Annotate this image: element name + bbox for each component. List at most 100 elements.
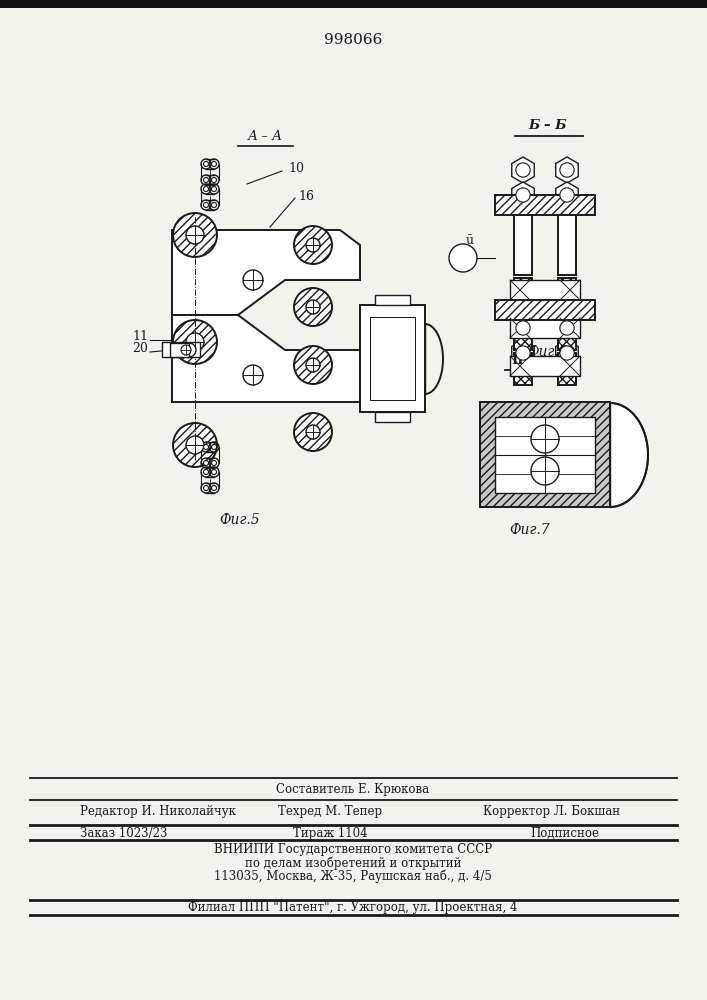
Circle shape bbox=[173, 423, 217, 467]
Circle shape bbox=[294, 413, 332, 451]
Circle shape bbox=[560, 321, 574, 335]
Circle shape bbox=[211, 161, 216, 166]
Text: А – А: А – А bbox=[247, 130, 283, 143]
Circle shape bbox=[204, 186, 209, 192]
Circle shape bbox=[204, 161, 209, 166]
Bar bbox=[558, 278, 576, 310]
Circle shape bbox=[516, 163, 530, 177]
Bar bbox=[558, 215, 576, 275]
Text: Фиг.7: Фиг.7 bbox=[510, 523, 550, 537]
Bar bbox=[510, 356, 580, 376]
Circle shape bbox=[294, 226, 332, 264]
Circle shape bbox=[516, 188, 530, 202]
Bar bbox=[510, 280, 580, 300]
Text: Редактор И. Николайчук: Редактор И. Николайчук bbox=[80, 806, 236, 818]
Circle shape bbox=[306, 358, 320, 372]
Bar bbox=[495, 417, 595, 493]
Text: Фиг.6: Фиг.6 bbox=[527, 345, 568, 359]
Text: Техред М. Тепер: Техред М. Тепер bbox=[278, 806, 382, 818]
Circle shape bbox=[186, 436, 204, 454]
Polygon shape bbox=[512, 315, 534, 341]
Bar bbox=[514, 318, 532, 350]
Circle shape bbox=[211, 460, 216, 466]
Circle shape bbox=[204, 202, 209, 208]
Circle shape bbox=[204, 460, 209, 466]
Circle shape bbox=[531, 425, 559, 453]
Circle shape bbox=[306, 425, 320, 439]
Bar bbox=[558, 318, 576, 350]
Circle shape bbox=[204, 470, 209, 475]
Text: II: II bbox=[512, 354, 525, 367]
Text: 998066: 998066 bbox=[324, 33, 382, 47]
Text: Тираж 1104: Тираж 1104 bbox=[293, 826, 368, 840]
Circle shape bbox=[211, 178, 216, 182]
Circle shape bbox=[560, 346, 574, 360]
Polygon shape bbox=[556, 157, 578, 183]
Bar bbox=[514, 215, 532, 275]
Bar bbox=[514, 278, 532, 310]
Text: Заказ 1023/23: Заказ 1023/23 bbox=[80, 826, 168, 840]
Circle shape bbox=[211, 486, 216, 490]
Text: 10: 10 bbox=[288, 162, 304, 176]
Circle shape bbox=[204, 486, 209, 490]
Circle shape bbox=[306, 238, 320, 252]
Circle shape bbox=[211, 444, 216, 450]
Circle shape bbox=[211, 186, 216, 192]
Polygon shape bbox=[610, 403, 648, 507]
Bar bbox=[495, 195, 595, 215]
Text: ū: ū bbox=[466, 233, 474, 246]
Text: 11: 11 bbox=[132, 330, 148, 342]
Bar bbox=[375, 295, 410, 305]
Polygon shape bbox=[556, 182, 578, 208]
Polygon shape bbox=[556, 340, 578, 366]
Bar bbox=[360, 305, 425, 412]
Circle shape bbox=[204, 178, 209, 182]
Circle shape bbox=[243, 270, 263, 290]
Bar bbox=[162, 342, 200, 357]
Circle shape bbox=[531, 457, 559, 485]
Circle shape bbox=[294, 346, 332, 384]
Text: по делам изобретений и открытий: по делам изобретений и открытий bbox=[245, 856, 461, 870]
Text: Корректор Л. Бокшан: Корректор Л. Бокшан bbox=[483, 806, 620, 818]
Circle shape bbox=[560, 188, 574, 202]
Circle shape bbox=[211, 202, 216, 208]
Text: 113035, Москва, Ж-35, Раушская наб., д. 4/5: 113035, Москва, Ж-35, Раушская наб., д. … bbox=[214, 869, 492, 883]
Bar bbox=[558, 353, 576, 385]
Polygon shape bbox=[512, 340, 534, 366]
Text: Б – Б: Б – Б bbox=[529, 119, 567, 132]
Bar bbox=[375, 412, 410, 422]
Circle shape bbox=[186, 226, 204, 244]
Circle shape bbox=[181, 345, 191, 355]
Circle shape bbox=[294, 288, 332, 326]
Bar bbox=[370, 317, 415, 400]
Circle shape bbox=[211, 470, 216, 475]
Text: 20: 20 bbox=[132, 342, 148, 356]
Text: ВНИИПИ Государственного комитета СССР: ВНИИПИ Государственного комитета СССР bbox=[214, 844, 492, 856]
Circle shape bbox=[449, 244, 477, 272]
Polygon shape bbox=[556, 315, 578, 341]
Bar bbox=[480, 402, 610, 507]
Polygon shape bbox=[512, 182, 534, 208]
Circle shape bbox=[182, 343, 196, 357]
Polygon shape bbox=[512, 157, 534, 183]
Circle shape bbox=[186, 333, 204, 351]
Text: Подписное: Подписное bbox=[530, 826, 600, 840]
Circle shape bbox=[516, 346, 530, 360]
Polygon shape bbox=[172, 315, 360, 402]
Bar bbox=[510, 318, 580, 338]
Circle shape bbox=[243, 365, 263, 385]
Text: 16: 16 bbox=[298, 190, 314, 202]
Circle shape bbox=[173, 213, 217, 257]
Circle shape bbox=[560, 163, 574, 177]
Circle shape bbox=[306, 300, 320, 314]
Bar bbox=[495, 300, 595, 320]
Circle shape bbox=[204, 444, 209, 450]
Text: Фиг.5: Фиг.5 bbox=[220, 513, 260, 527]
Circle shape bbox=[516, 321, 530, 335]
Polygon shape bbox=[172, 230, 360, 315]
Text: Составитель Е. Крюкова: Составитель Е. Крюкова bbox=[276, 782, 430, 796]
Bar bbox=[0, 0, 707, 8]
Bar bbox=[170, 343, 189, 357]
Text: Филиал ППП "Патент", г. Ужгород, ул. Проектная, 4: Филиал ППП "Патент", г. Ужгород, ул. Про… bbox=[188, 902, 518, 914]
Bar bbox=[514, 353, 532, 385]
